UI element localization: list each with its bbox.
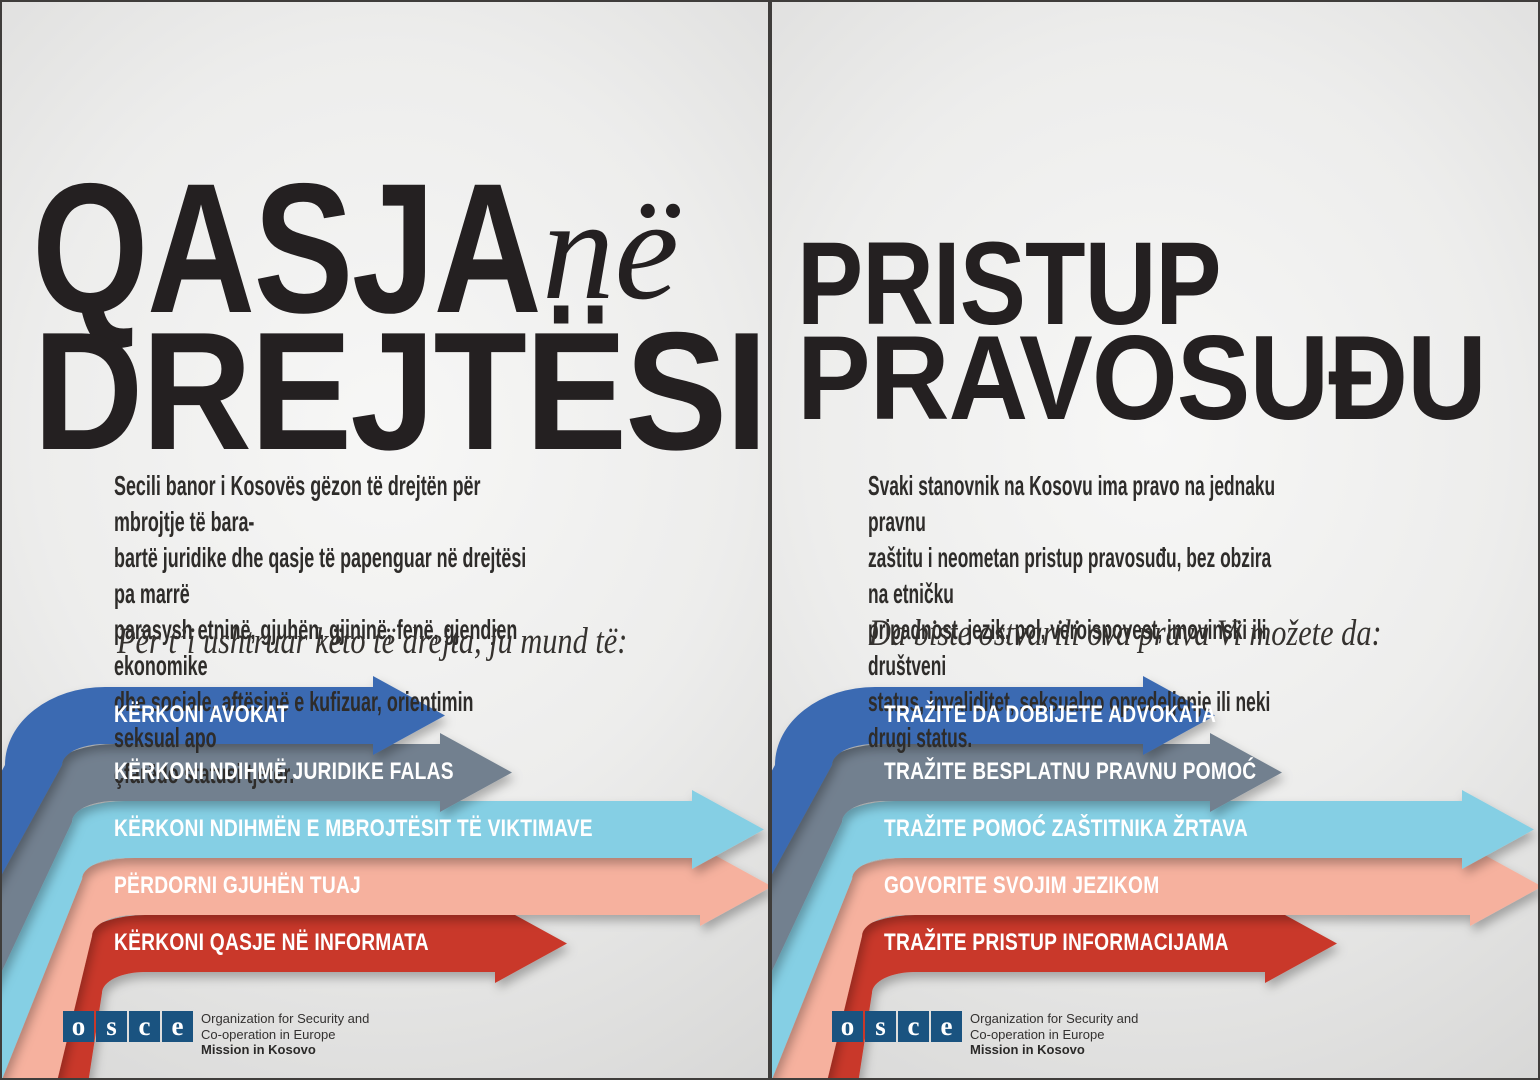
- osce-mission-line: Mission in Kosovo: [201, 1042, 316, 1057]
- arrow-5-label: KËRKONI QASJE NË INFORMATA: [114, 929, 429, 956]
- arrow-4-shape: [772, 847, 1538, 1078]
- osce-logo-letter: c: [129, 1011, 160, 1042]
- arrow-1-shape: [772, 676, 1215, 875]
- arrow-1-label: KËRKONI AVOKAT: [114, 701, 289, 728]
- arrow-3-shape: [2, 790, 764, 1078]
- arrow-2-shape: [772, 733, 1282, 972]
- arrow-2-label: TRAŽITE BESPLATNU PRAVNU POMOĆ: [884, 758, 1257, 785]
- osce-org-line1: Organization for Security and: [201, 1011, 370, 1026]
- poster-serbian: PRISTUP PRAVOSUĐU Svaki stanovnik na Kos…: [772, 2, 1538, 1078]
- osce-mission-line: Mission in Kosovo: [970, 1042, 1085, 1057]
- poster-title-line2: DREJTËSI: [33, 297, 768, 485]
- arrow-swoosh-graphic: [2, 676, 768, 1078]
- arrow-5-shape: [801, 904, 1337, 1078]
- arrow-2-shape: [2, 733, 512, 972]
- poster-body-text: Svaki stanovnik na Kosovu ima pravo na j…: [868, 470, 1276, 753]
- osce-logo-letter: o: [63, 1011, 94, 1042]
- poster-divider: [768, 2, 772, 1078]
- arrow-2-label: KËRKONI NDIHMË JURIDIKE FALAS: [114, 758, 454, 785]
- poster-title-line2: PRAVOSUĐU: [797, 311, 1487, 445]
- osce-logo-letter: c: [898, 1011, 929, 1042]
- poster-title-accent: në: [542, 170, 679, 330]
- osce-logo: o s c e Organization for Security and Co…: [63, 1011, 369, 1058]
- arrow-1-label: TRAŽITE DA DOBIJETE ADVOKATA: [884, 701, 1217, 728]
- osce-logo-letter: e: [931, 1011, 962, 1042]
- osce-logo-squares: o s c e: [832, 1011, 962, 1058]
- osce-logo-letter: s: [865, 1011, 896, 1042]
- arrow-4-shape: [2, 847, 768, 1078]
- osce-logo-squares: o s c e: [63, 1011, 193, 1058]
- osce-logo: o s c e Organization for Security and Co…: [832, 1011, 1138, 1058]
- poster-title-line1: QASJA: [32, 146, 542, 352]
- osce-logo-letter: s: [96, 1011, 127, 1042]
- cta-line: Për t’i ushtruar këto të drejta, ju mund…: [117, 621, 628, 662]
- arrow-4-label: PËRDORNI GJUHËN TUAJ: [114, 872, 361, 899]
- osce-org-line1: Organization for Security and: [970, 1011, 1139, 1026]
- arrow-3-label: TRAŽITE POMOĆ ZAŠTITNIKA ŽRTAVA: [884, 815, 1249, 842]
- arrow-5-label: TRAŽITE PRISTUP INFORMACIJAMA: [884, 929, 1229, 956]
- osce-org-text: Organization for Security and Co-operati…: [970, 1011, 1138, 1058]
- cta-line: Da biste ostvarili ova prava Vi možete d…: [869, 613, 1382, 654]
- poster-body-text: Secili banor i Kosovës gëzon të drejtën …: [114, 470, 527, 789]
- osce-logo-letter: e: [162, 1011, 193, 1042]
- osce-org-text: Organization for Security and Co-operati…: [201, 1011, 369, 1058]
- poster-albanian: QASJA në DREJTËSI Secili banor i Kosovës…: [2, 2, 768, 1078]
- arrow-1-shape: [2, 676, 445, 875]
- osce-logo-letter: o: [832, 1011, 863, 1042]
- osce-org-line2: Co-operation in Europe: [970, 1026, 1105, 1042]
- arrow-3-label: KËRKONI NDIHMËN E MBROJTËSIT TË VIKTIMAV…: [114, 815, 593, 842]
- arrow-swoosh-graphic: [772, 676, 1538, 1078]
- arrow-4-label: GOVORITE SVOJIM JEZIKOM: [884, 872, 1160, 899]
- osce-org-line2: Co-operation in Europe: [201, 1026, 336, 1042]
- poster-title-line1: PRISTUP: [797, 218, 1222, 350]
- arrow-3-shape: [772, 790, 1534, 1078]
- arrow-5-shape: [31, 904, 567, 1078]
